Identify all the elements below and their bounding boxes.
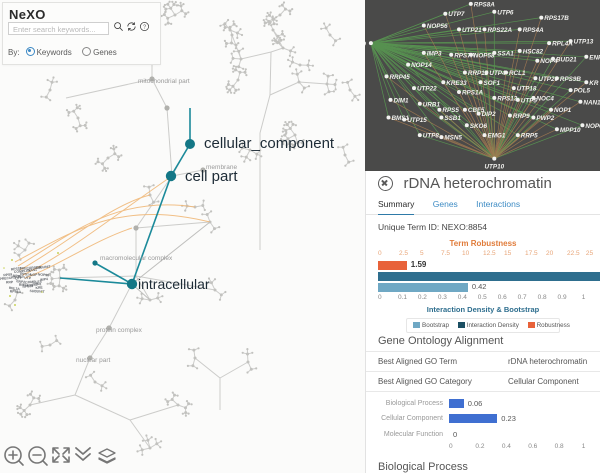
- svg-text:PRECURSOR: PRECURSOR: [19, 265, 41, 271]
- svg-text:UTP4: UTP4: [489, 70, 506, 77]
- svg-text:URB1: URB1: [423, 101, 441, 108]
- svg-text:SKO6: SKO6: [470, 123, 488, 130]
- svg-text:SUBUNIT: SUBUNIT: [29, 289, 45, 294]
- svg-text:SOF1: SOF1: [484, 80, 501, 87]
- svg-text:UTP: UTP: [24, 276, 32, 281]
- svg-text:RPS13: RPS13: [497, 95, 517, 102]
- svg-text:NOP56: NOP56: [38, 272, 50, 277]
- svg-text:intracellular: intracellular: [138, 276, 210, 292]
- svg-text:RRP5: RRP5: [521, 133, 538, 140]
- svg-text:membrane: membrane: [206, 164, 237, 171]
- svg-text:UTP9: UTP9: [365, 41, 366, 48]
- svg-text:BUD21: BUD21: [556, 56, 577, 63]
- svg-text:DIP2: DIP2: [482, 111, 496, 118]
- svg-text:NOP1: NOP1: [554, 107, 572, 114]
- svg-text:RRP9: RRP9: [513, 113, 530, 120]
- svg-text:PWP2: PWP2: [536, 115, 554, 122]
- svg-text:mitochondrial part: mitochondrial part: [138, 78, 190, 85]
- svg-text:macromolecular complex: macromolecular complex: [100, 255, 173, 262]
- svg-text:RRP12: RRP12: [468, 70, 489, 77]
- svg-text:ENP1: ENP1: [589, 54, 600, 61]
- svg-text:UTP18: UTP18: [517, 86, 537, 93]
- svg-text:UTP22: UTP22: [417, 86, 437, 93]
- svg-text:KR: KR: [589, 80, 599, 87]
- svg-text:UTP15: UTP15: [407, 117, 427, 124]
- svg-text:cellular_component: cellular_component: [204, 135, 335, 152]
- svg-text:NOP6: NOP6: [585, 123, 600, 130]
- svg-text:UTP20: UTP20: [538, 76, 558, 83]
- svg-text:RCL1: RCL1: [509, 70, 526, 77]
- svg-text:protein complex: protein complex: [96, 327, 143, 334]
- svg-text:RPS7A: RPS7A: [454, 52, 475, 59]
- svg-text:UTP6: UTP6: [497, 9, 514, 16]
- svg-text:UTP10: UTP10: [484, 164, 504, 171]
- svg-text:UTP21: UTP21: [462, 27, 482, 34]
- svg-text:UTP13: UTP13: [574, 39, 594, 46]
- svg-text:SSB1: SSB1: [444, 115, 461, 122]
- svg-text:SSA1: SSA1: [497, 50, 514, 57]
- svg-text:NOP14: NOP14: [411, 62, 432, 69]
- svg-text:RPS9B: RPS9B: [560, 76, 581, 83]
- svg-text:RPS4A: RPS4A: [523, 27, 544, 34]
- svg-text:NOP56: NOP56: [427, 23, 448, 30]
- svg-text:nuclear part: nuclear part: [76, 357, 111, 364]
- svg-text:RPS1A: RPS1A: [10, 290, 22, 294]
- svg-text:MPP10: MPP10: [560, 127, 581, 134]
- svg-text:RPS22A: RPS22A: [488, 27, 513, 34]
- svg-text:EMG1: EMG1: [488, 133, 506, 140]
- svg-text:RPS17B: RPS17B: [544, 15, 569, 22]
- svg-text:MSN5: MSN5: [444, 135, 462, 142]
- svg-text:ENP2: ENP2: [16, 279, 25, 284]
- svg-text:POL5: POL5: [574, 88, 591, 95]
- svg-text:NAN1: NAN1: [583, 99, 600, 106]
- svg-text:NOC4: NOC4: [536, 95, 554, 102]
- svg-text:RPS5: RPS5: [442, 107, 459, 114]
- svg-text:UTP5: UTP5: [521, 97, 538, 104]
- svg-text:UTP8: UTP8: [423, 133, 440, 140]
- svg-text:RRP: RRP: [6, 280, 14, 284]
- svg-text:NOP58: NOP58: [474, 52, 495, 59]
- svg-text:DIM1: DIM1: [394, 97, 410, 104]
- svg-text:HSC82: HSC82: [523, 48, 544, 55]
- svg-text:RPL4A: RPL4A: [552, 41, 573, 48]
- svg-text:KRE33: KRE33: [446, 80, 467, 87]
- svg-text:RPS1A: RPS1A: [462, 90, 483, 97]
- svg-text:RPS8A: RPS8A: [474, 1, 495, 8]
- svg-text:IMP3: IMP3: [427, 50, 442, 57]
- svg-text:?: ?: [143, 25, 146, 31]
- svg-text:RRP45: RRP45: [390, 74, 411, 81]
- svg-text:UTP7: UTP7: [448, 11, 465, 18]
